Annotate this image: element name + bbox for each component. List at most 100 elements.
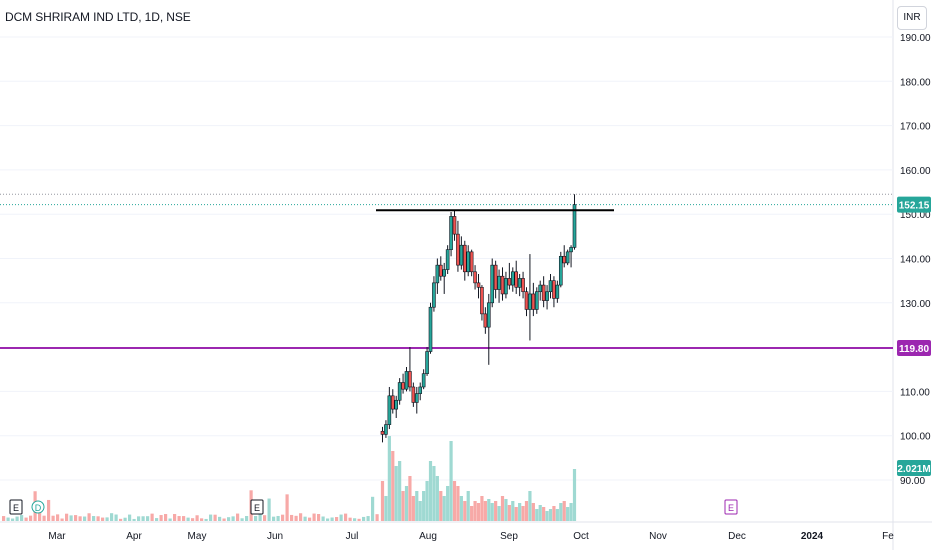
volume-bar (483, 501, 487, 521)
candle-body (421, 373, 426, 388)
candlesticks (380, 194, 577, 443)
volume-bar (459, 496, 463, 521)
volume-bar (6, 517, 10, 521)
volume-bar (572, 469, 577, 521)
volume-bar (69, 515, 73, 521)
volume-bar (312, 513, 316, 521)
x-tick-label: 2024 (801, 531, 824, 542)
volume-bar (404, 486, 409, 521)
volume-bar (456, 486, 460, 521)
candle-body (517, 278, 522, 288)
candle-body (384, 424, 388, 435)
volume-bar (518, 503, 522, 521)
x-tick-label: Apr (126, 531, 142, 542)
y-tick-label: 140.00 (900, 255, 931, 266)
candle-body (476, 282, 481, 288)
y-tick-label: 180.00 (900, 77, 931, 88)
candle-body (541, 284, 546, 301)
volume-bar (231, 516, 235, 521)
marker-label: E (13, 503, 19, 513)
volume-bar (535, 509, 539, 521)
dividend-marker (31, 500, 45, 514)
candle-body (390, 395, 395, 410)
volume-bar (177, 516, 181, 521)
candle-body (414, 393, 419, 403)
candle-body (418, 386, 423, 394)
volume-bar (449, 441, 453, 521)
last-price-badge: 152.15 (899, 201, 930, 212)
support-badge-bg (897, 339, 931, 356)
volume-bar (548, 509, 553, 521)
volume-bar (240, 518, 244, 521)
volume-bar (258, 513, 262, 521)
volume-bar (299, 513, 303, 521)
volume-bar (545, 511, 549, 521)
earnings-marker (724, 499, 738, 515)
volume-bar (15, 516, 19, 521)
volume-bar (281, 514, 285, 521)
candle-body (500, 275, 505, 295)
volume-bar (418, 501, 422, 521)
y-tick-label: 90.00 (900, 476, 925, 487)
volume-bar (446, 486, 450, 521)
volume-bar (473, 501, 477, 521)
volume-bar (87, 513, 91, 521)
volume-bar (83, 516, 87, 521)
candle-body (565, 251, 570, 264)
volume-bar (500, 496, 505, 521)
candle-body (545, 291, 549, 301)
volume-bar (442, 496, 446, 521)
volume-bar (559, 503, 563, 521)
volume-bar (463, 501, 467, 521)
candle-body (528, 293, 532, 310)
candle-body (442, 269, 447, 277)
volume-bar (528, 491, 532, 521)
volume-badge-bg (897, 460, 931, 476)
candle-body (449, 216, 453, 250)
volume-bar (272, 516, 276, 521)
volume-bar (236, 513, 240, 521)
volume-bar (422, 491, 426, 521)
volume-bar (114, 514, 118, 521)
volume-bar (514, 507, 518, 521)
volume-bar (344, 513, 348, 521)
candle-body (534, 291, 539, 310)
price-axis[interactable]: 190.00 180.00 170.00 160.00 150.00 140.00 130.… (900, 33, 931, 487)
x-tick-label: Oct (573, 531, 589, 542)
volume-bar (569, 503, 573, 521)
y-tick-label: 160.00 (900, 166, 931, 177)
volume-bar (507, 505, 511, 521)
y-tick-label: 170.00 (900, 122, 931, 133)
candle-body (469, 251, 474, 273)
time-axis[interactable]: Mar Apr May Jun Jul Aug Sep Oct Nov Dec 2024 Fe (48, 531, 894, 542)
volume-bar (439, 491, 443, 521)
marker-label: E (254, 503, 260, 513)
volume-bar (408, 476, 412, 521)
candle-body (521, 278, 525, 293)
candle-body (445, 249, 450, 270)
volume-bar (538, 505, 542, 521)
currency-button[interactable]: INR (897, 6, 927, 30)
volume-bar (552, 506, 556, 521)
candle-body (486, 302, 491, 328)
volume-bar (321, 516, 325, 521)
candle-body (490, 264, 495, 304)
volume-bar (487, 499, 491, 521)
candle-body (462, 244, 467, 273)
volume-bar (371, 496, 375, 521)
volume-bar (494, 501, 498, 521)
volume-bar (380, 481, 385, 521)
volume-bar (366, 516, 370, 521)
marker-label: E (728, 503, 734, 513)
candle-body (452, 216, 457, 235)
volume-bar (159, 515, 163, 521)
volume-bar (353, 518, 357, 521)
volume-bar (362, 516, 366, 521)
volume-bar (146, 516, 150, 521)
volume-bar (78, 516, 82, 521)
volume-bar (200, 518, 204, 521)
x-tick-label: Sep (500, 531, 518, 542)
